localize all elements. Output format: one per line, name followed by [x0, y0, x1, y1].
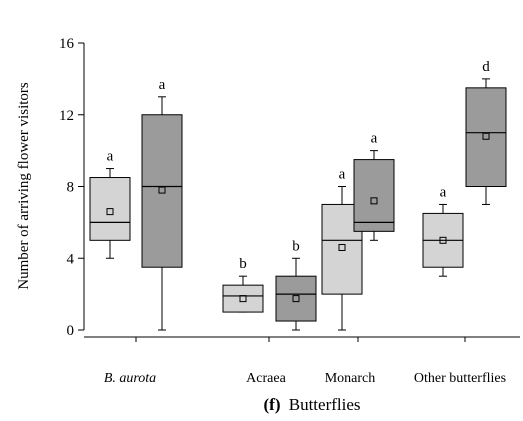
iqr-box: [222, 284, 264, 313]
x-tick-label: Acraea: [246, 371, 286, 386]
box-dark: d: [465, 59, 507, 205]
x-tick-label: Other butterflies: [414, 371, 506, 386]
significance-letter: b: [239, 256, 247, 272]
caption-letter: (f): [264, 395, 281, 414]
iqr-box: [141, 114, 183, 268]
y-axis-label: Number of arriving flower visitors: [16, 82, 32, 290]
significance-letter: a: [339, 167, 346, 183]
box-light: a: [89, 149, 131, 259]
significance-letter: a: [371, 131, 378, 147]
figure-caption: (f) Butterflies: [264, 395, 361, 414]
mean-marker: [482, 132, 490, 140]
box-light: a: [422, 184, 464, 277]
x-tick-label: Monarch: [325, 371, 376, 386]
mean-marker: [370, 197, 378, 205]
caption-text: Butterflies: [289, 395, 361, 414]
y-tick-label: 16: [59, 36, 75, 52]
significance-letter: b: [292, 238, 300, 254]
boxes: a a b b a a a d: [89, 59, 507, 331]
mean-marker: [292, 295, 300, 303]
significance-letter: d: [482, 59, 490, 75]
mean-marker: [239, 295, 247, 303]
box-dark: b: [275, 238, 317, 331]
axes: 0 4 8 12 16 B. aurota Acraea Monarch Other butte…: [59, 36, 520, 386]
mean-marker: [439, 236, 447, 244]
mean-marker: [158, 186, 166, 194]
y-tick-label: 0: [67, 323, 75, 339]
iqr-box: [465, 87, 507, 187]
y-tick-label: 4: [67, 251, 75, 267]
significance-letter: a: [159, 77, 166, 93]
iqr-box: [353, 159, 395, 232]
y-tick-label: 8: [67, 180, 75, 196]
box-dark: a: [353, 131, 395, 241]
significance-letter: a: [107, 149, 114, 165]
box-light: b: [222, 256, 264, 313]
y-tick-label: 12: [59, 108, 74, 124]
box-dark: a: [141, 77, 183, 331]
x-tick-label: B. aurota: [104, 371, 156, 386]
iqr-box: [275, 275, 317, 322]
mean-marker: [106, 208, 114, 216]
mean-marker: [338, 243, 346, 251]
significance-letter: a: [440, 184, 447, 200]
